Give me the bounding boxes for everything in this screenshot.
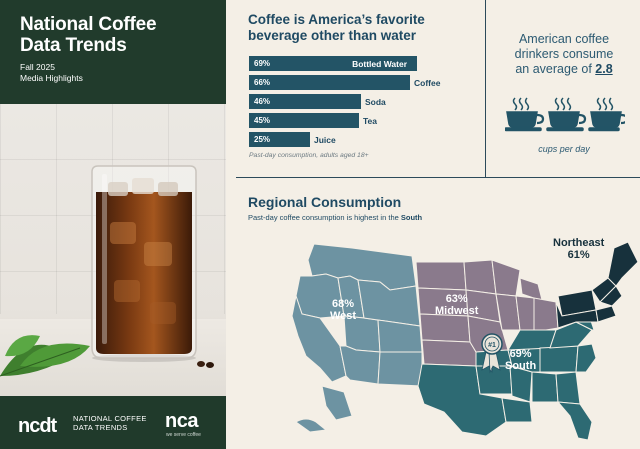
coffee-beans-icon	[197, 361, 214, 368]
page-title: National Coffee Data Trends	[20, 14, 226, 56]
south-pct: 69%	[509, 348, 532, 360]
footer	[0, 396, 226, 449]
regional-subtitle-highlight: South	[400, 213, 423, 222]
beverage-label: Bottled Water	[352, 59, 407, 69]
ncdt-logo: ncdt	[18, 415, 57, 437]
iced-coffee-photo	[0, 104, 226, 396]
number-one-badge-icon: #1	[481, 333, 503, 374]
cups-per-day-note: cups per day	[538, 144, 590, 154]
beverage-label: Coffee	[414, 78, 441, 88]
beverage-pct: 45%	[254, 116, 271, 125]
regional-subtitle: Past-day coffee consumption is highest i…	[248, 213, 422, 222]
mint-leaves-icon	[0, 335, 90, 377]
regional-title: Regional Consumption	[248, 194, 402, 210]
coffee-cup-icon-1	[505, 97, 545, 132]
midwest-name: Midwest	[435, 305, 479, 317]
west-name: West	[330, 310, 357, 322]
beverage-bar-chart: 69% Bottled Water 66% Coffee 46% Soda 45% Tea 25…	[249, 55, 481, 150]
beverage-row: 46% Soda	[249, 93, 481, 112]
ncdt-text-line-2: DATA TRENDS	[73, 423, 128, 432]
south-name: South	[505, 360, 537, 372]
cups-line-1: American coffee	[518, 32, 610, 46]
favorite-footnote: Past-day consumption, adults aged 18+	[249, 152, 369, 159]
cups-statement: American coffee drinkers consume an aver…	[494, 32, 634, 77]
beverage-label: Soda	[365, 97, 386, 107]
beverage-row: 45% Tea	[249, 112, 481, 131]
coffee-cup-icon-2	[546, 97, 587, 132]
beverage-pct: 46%	[254, 97, 271, 106]
left-panel: National Coffee Data Trends Fall 2025 Me…	[0, 0, 226, 449]
nca-logo: nca	[165, 410, 198, 432]
page-subtitle: Fall 2025 Media Highlights	[20, 62, 226, 84]
northeast-name: Northeast	[553, 237, 605, 249]
regional-subtitle-prefix: Past-day coffee consumption is highest i…	[248, 213, 401, 222]
beverage-label: Juice	[314, 135, 336, 145]
map-region-south	[417, 317, 597, 441]
title-line-2: Data Trends	[20, 35, 127, 56]
title-line-1: National Coffee	[20, 14, 157, 35]
ncdt-text-line-1: NATIONAL COFFEE	[73, 414, 147, 423]
beverage-bar: 69%	[249, 56, 417, 71]
cups-value: 2.8	[595, 62, 613, 76]
beverage-row: 25% Juice	[249, 131, 481, 150]
coffee-cups-icon	[505, 97, 625, 132]
cups-line-2: drinkers consume	[514, 47, 614, 61]
beverage-label: Tea	[363, 116, 378, 126]
region-label-south: 69% South	[505, 348, 536, 372]
map-region-midwest	[415, 259, 559, 367]
midwest-pct: 63%	[445, 293, 468, 305]
badge-text: #1	[488, 342, 496, 349]
map-region-west	[291, 243, 423, 433]
us-region-map: #1	[291, 241, 639, 441]
ncdt-logo-text: NATIONAL COFFEE DATA TRENDS	[73, 414, 147, 432]
cups-line-3: an average of 2.8	[494, 62, 634, 77]
nca-tagline: we serve coffee	[166, 432, 201, 438]
beverage-bar: 25%	[249, 132, 310, 147]
vertical-divider	[485, 0, 486, 177]
favorite-title-line-2: beverage other than water	[248, 28, 417, 43]
favorite-beverage-title: Coffee is America’s favorite beverage ot…	[248, 12, 478, 44]
subtitle-line-2: Media Highlights	[20, 73, 83, 83]
beverage-row: 66% Coffee	[249, 74, 481, 93]
subtitle-line-1: Fall 2025	[20, 62, 55, 72]
favorite-title-line-1: Coffee is America’s favorite	[248, 12, 425, 27]
beverage-pct: 25%	[254, 135, 271, 144]
beverage-pct: 69%	[254, 59, 271, 68]
header: National Coffee Data Trends Fall 2025 Me…	[0, 0, 226, 104]
beverage-row: 69% Bottled Water	[249, 55, 481, 74]
region-label-west: 68% West	[330, 298, 356, 322]
region-label-midwest: 63% Midwest	[435, 293, 478, 317]
northeast-pct: 61%	[567, 249, 590, 261]
iced-coffee-glass-icon	[91, 165, 197, 362]
coffee-cup-icon-3	[588, 97, 625, 132]
west-pct: 68%	[332, 298, 355, 310]
map-region-northeast	[555, 241, 639, 329]
cups-line-3-prefix: an average of	[515, 62, 596, 76]
beverage-bar: 45%	[249, 113, 359, 128]
beverage-bar: 46%	[249, 94, 361, 109]
beverage-pct: 66%	[254, 78, 271, 87]
horizontal-divider	[236, 177, 640, 178]
beverage-bar: 66%	[249, 75, 410, 90]
region-label-northeast: Northeast 61%	[553, 237, 604, 261]
